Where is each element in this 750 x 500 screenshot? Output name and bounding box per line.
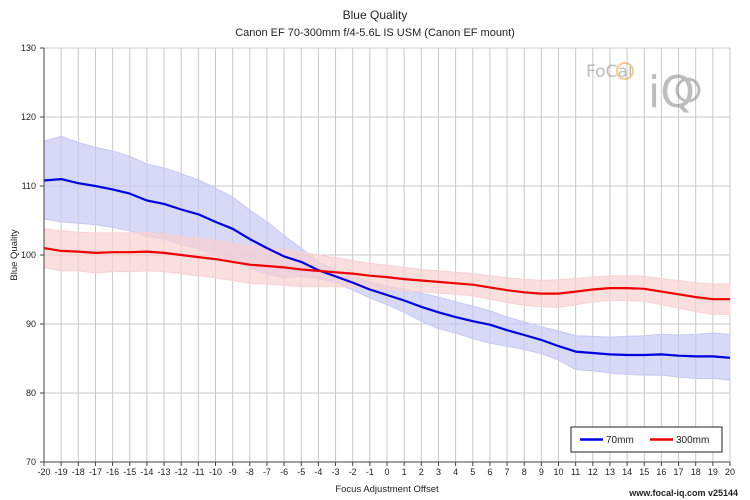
x-tick-label: -5 bbox=[297, 467, 305, 477]
y-tick-label: 100 bbox=[21, 250, 36, 260]
x-tick-label: 17 bbox=[674, 467, 684, 477]
x-tick-label: 3 bbox=[436, 467, 441, 477]
x-tick-label: -1 bbox=[366, 467, 374, 477]
x-axis-label: Focus Adjustment Offset bbox=[335, 484, 439, 495]
x-tick-label: 16 bbox=[656, 467, 666, 477]
x-tick-label: 10 bbox=[553, 467, 563, 477]
x-tick-label: 1 bbox=[402, 467, 407, 477]
footer-credit: www.focal-iq.com v25144 bbox=[628, 488, 738, 498]
x-tick-label: -18 bbox=[72, 467, 85, 477]
x-tick-label: 9 bbox=[539, 467, 544, 477]
x-tick-label: 19 bbox=[708, 467, 718, 477]
focal-iq-logo: FoCal iQ bbox=[586, 62, 701, 118]
x-tick-label: 14 bbox=[622, 467, 632, 477]
logo-mark-text: iQ bbox=[648, 67, 695, 118]
y-tick-label: 120 bbox=[21, 112, 36, 122]
x-tick-label: -20 bbox=[37, 467, 50, 477]
x-tick-label: -6 bbox=[280, 467, 288, 477]
chart-subtitle: Canon EF 70-300mm f/4-5.6L IS USM (Canon… bbox=[235, 27, 515, 39]
legend: 70mm 300mm bbox=[570, 426, 723, 453]
series-line-70mm bbox=[43, 178, 731, 359]
y-tick-label: 70 bbox=[26, 457, 36, 467]
x-tick-label: -15 bbox=[123, 467, 136, 477]
x-tick-label: 13 bbox=[605, 467, 615, 477]
x-tick-label: -3 bbox=[332, 467, 340, 477]
x-tick-label: -14 bbox=[140, 467, 153, 477]
series-line-300mm bbox=[43, 247, 730, 301]
series-lines bbox=[43, 178, 731, 359]
x-tick-label: 11 bbox=[571, 467, 580, 477]
x-tick-label: 18 bbox=[691, 467, 701, 477]
x-tick-label: 7 bbox=[505, 467, 510, 477]
y-tick-label: 130 bbox=[21, 43, 36, 53]
x-tick-label: 4 bbox=[453, 467, 458, 477]
x-tick-label: -11 bbox=[192, 467, 204, 477]
x-tick-label: 12 bbox=[588, 467, 598, 477]
x-tick-label: -16 bbox=[106, 467, 119, 477]
legend-label-300mm: 300mm bbox=[676, 435, 709, 446]
x-tick-label: -9 bbox=[229, 467, 237, 477]
y-tick-label: 80 bbox=[26, 388, 36, 398]
y-tick-label: 90 bbox=[26, 319, 36, 329]
chart-title: Blue Quality bbox=[343, 8, 408, 22]
logo-lens-icon bbox=[675, 77, 701, 103]
x-tick-label: 15 bbox=[639, 467, 649, 477]
x-tick-label: 0 bbox=[384, 467, 389, 477]
x-tick-label: -7 bbox=[263, 467, 271, 477]
y-axis-label: Blue Quality bbox=[9, 229, 20, 280]
x-tick-label: -19 bbox=[55, 467, 68, 477]
x-tick-label: -8 bbox=[246, 467, 254, 477]
x-tick-label: -12 bbox=[175, 467, 188, 477]
x-tick-label: -13 bbox=[158, 467, 171, 477]
logo-c-ring bbox=[616, 62, 634, 80]
x-tick-label: -4 bbox=[314, 467, 322, 477]
x-tick-label: 8 bbox=[522, 467, 527, 477]
y-tick-label: 110 bbox=[22, 181, 36, 191]
legend-label-70mm: 70mm bbox=[606, 435, 634, 446]
axes: -20 -19 -18 -17 -16 -15 -14 -13 -12 -11 -10 -9 -8 -7-… bbox=[21, 43, 735, 477]
x-tick-label: 2 bbox=[419, 467, 424, 477]
x-tick-label: 20 bbox=[725, 467, 735, 477]
x-tick-label: -2 bbox=[349, 467, 357, 477]
x-tick-label: -17 bbox=[89, 467, 102, 477]
x-tick-label: -10 bbox=[209, 467, 222, 477]
x-tick-label: 5 bbox=[470, 467, 475, 477]
x-tick-label: 6 bbox=[487, 467, 492, 477]
